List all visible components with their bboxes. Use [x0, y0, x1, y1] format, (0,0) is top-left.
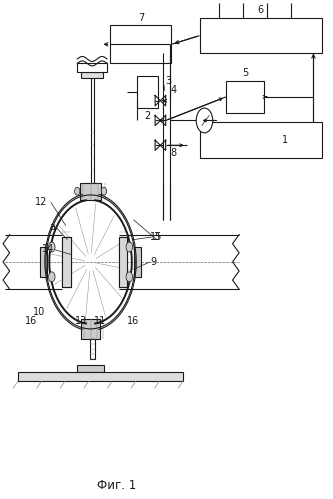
Bar	[110, 25, 171, 63]
Bar	[119, 237, 127, 287]
Bar	[63, 237, 71, 287]
Text: 16: 16	[127, 316, 140, 326]
Bar	[134, 247, 141, 277]
Bar	[77, 365, 104, 372]
Bar	[40, 247, 47, 277]
Circle shape	[49, 242, 55, 252]
Bar	[226, 81, 264, 113]
Text: 8: 8	[170, 148, 176, 158]
Text: 2: 2	[145, 110, 151, 121]
Circle shape	[126, 272, 133, 282]
Text: 6: 6	[257, 5, 264, 15]
Text: a: a	[50, 222, 56, 232]
Text: 3: 3	[154, 232, 160, 242]
Bar	[137, 76, 158, 108]
Bar	[119, 237, 127, 287]
Text: 3: 3	[165, 76, 171, 86]
Bar	[77, 63, 107, 72]
Circle shape	[75, 187, 80, 195]
Text: 9: 9	[150, 257, 157, 267]
Bar	[199, 18, 322, 53]
Text: 16: 16	[25, 316, 37, 326]
Bar	[90, 339, 95, 359]
Text: 4: 4	[171, 85, 177, 95]
Text: 5: 5	[242, 68, 248, 78]
Text: 7: 7	[138, 13, 144, 23]
Text: 11: 11	[94, 316, 107, 326]
Text: 12: 12	[35, 198, 47, 208]
Text: Фиг. 1: Фиг. 1	[97, 479, 137, 492]
Circle shape	[126, 242, 133, 252]
Bar	[82, 319, 100, 339]
Circle shape	[49, 272, 55, 282]
Bar	[199, 122, 322, 158]
Text: 10: 10	[33, 306, 46, 316]
Bar	[63, 237, 71, 287]
Text: 1: 1	[282, 135, 288, 145]
Text: 14: 14	[42, 245, 54, 254]
Bar	[82, 72, 103, 78]
Circle shape	[101, 187, 107, 195]
Bar	[80, 183, 101, 200]
Circle shape	[196, 108, 213, 133]
Text: 13: 13	[75, 316, 87, 326]
Text: 15: 15	[151, 232, 163, 242]
Bar	[18, 372, 183, 381]
